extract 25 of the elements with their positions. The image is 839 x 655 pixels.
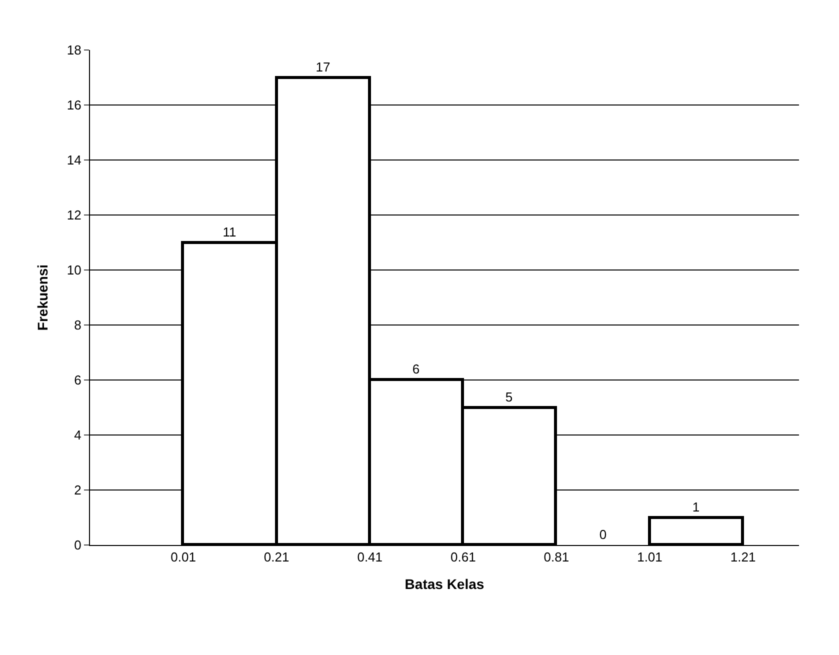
y-tick-label: 2 bbox=[74, 482, 82, 498]
y-tick-label: 0 bbox=[74, 538, 82, 553]
data-label: 17 bbox=[316, 60, 330, 74]
y-tick-label: 16 bbox=[66, 98, 82, 113]
y-axis-title: Frekuensi bbox=[34, 264, 51, 331]
y-tick-label: 4 bbox=[74, 428, 82, 443]
data-label: 6 bbox=[412, 362, 420, 376]
x-tick-label: 0.81 bbox=[544, 550, 570, 565]
x-tick-label: 0.21 bbox=[264, 550, 290, 565]
y-tick-label: 6 bbox=[74, 372, 82, 388]
data-label: 1 bbox=[692, 500, 700, 514]
data-label: 11 bbox=[222, 224, 236, 240]
data-label: 0 bbox=[599, 527, 607, 542]
x-tick-label: 0.61 bbox=[450, 550, 476, 565]
data-label: 5 bbox=[505, 390, 513, 404]
y-tick-label: 14 bbox=[66, 152, 82, 168]
x-axis-title: Batas Kelas bbox=[404, 576, 484, 592]
y-tick-label: 18 bbox=[66, 42, 82, 58]
y-tick-label: 10 bbox=[66, 262, 82, 278]
x-tick-label: 1.01 bbox=[637, 550, 662, 565]
x-tick-label: 0.01 bbox=[170, 550, 196, 565]
y-tick-label: 8 bbox=[74, 318, 82, 333]
x-tick-label: 1.21 bbox=[730, 550, 756, 565]
y-tick-label: 12 bbox=[66, 208, 82, 223]
x-tick-label: 0.41 bbox=[357, 550, 383, 565]
